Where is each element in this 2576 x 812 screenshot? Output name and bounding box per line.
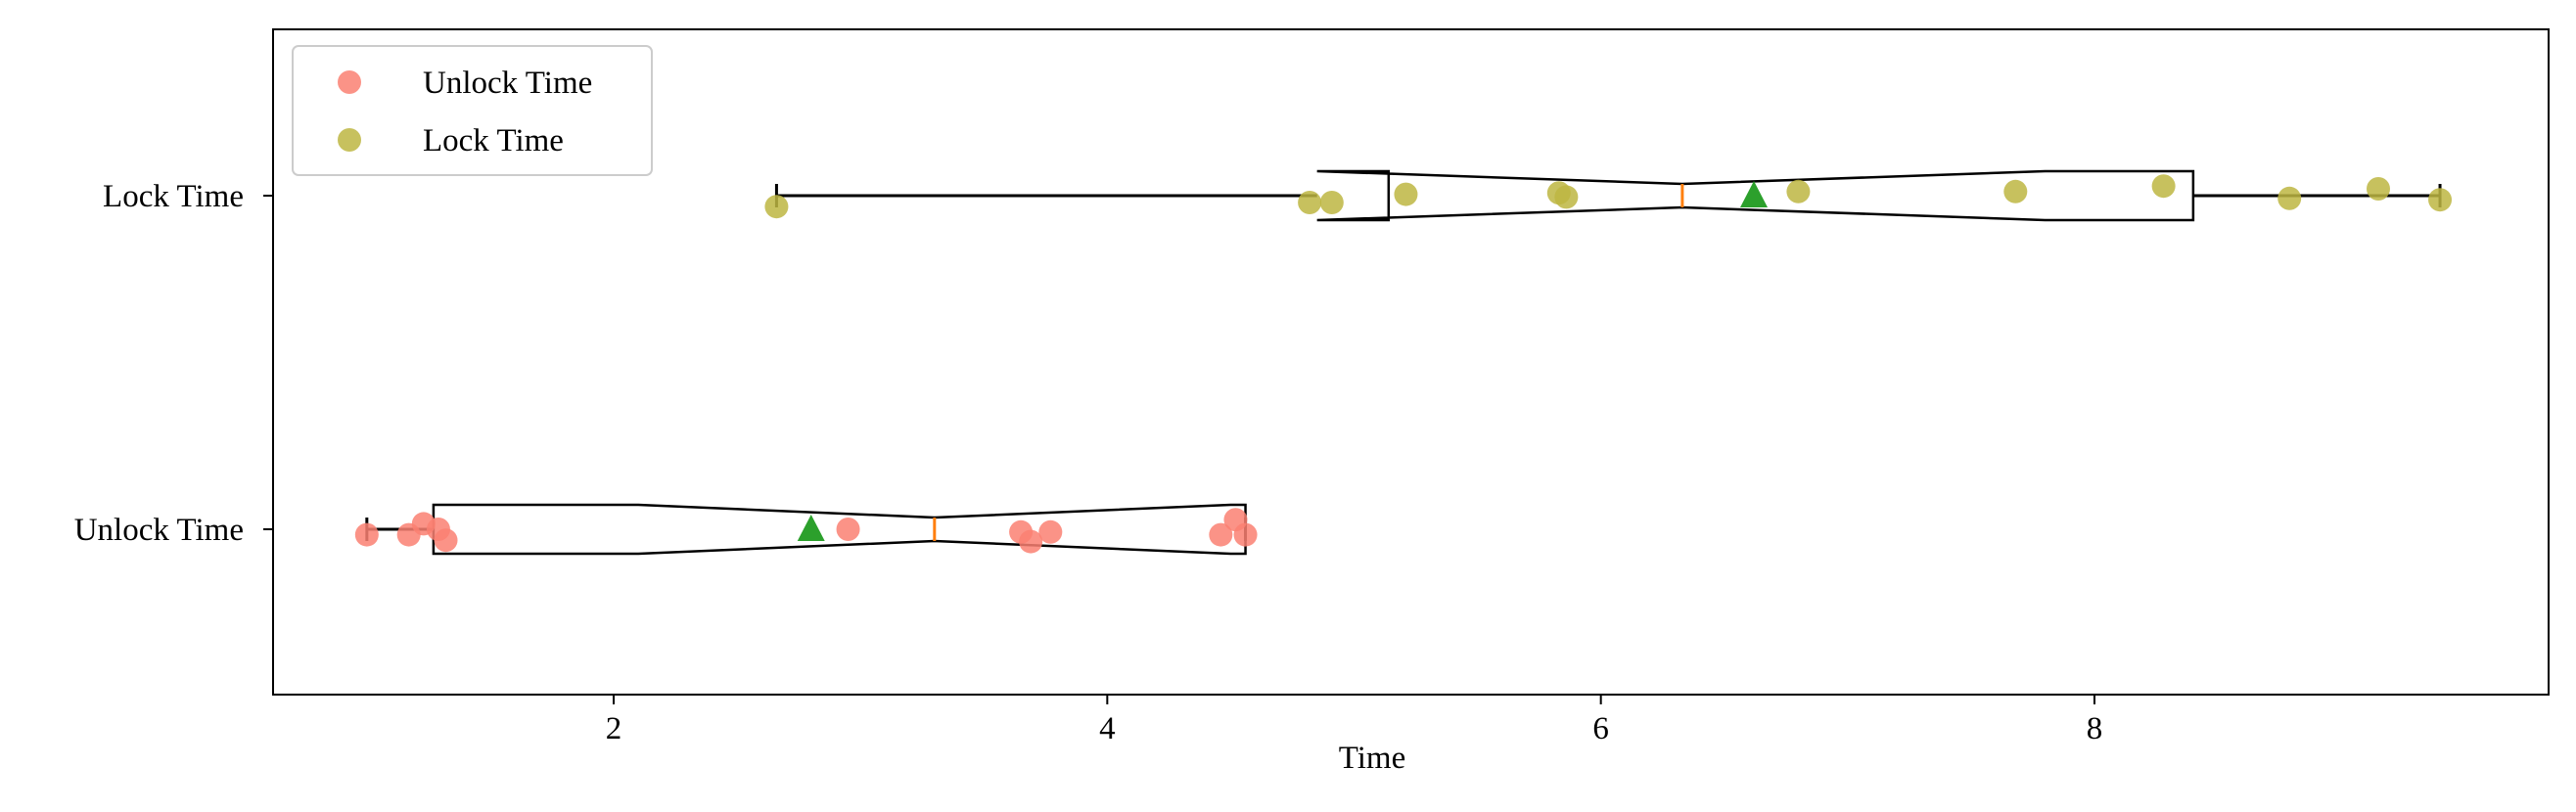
points-unlock-time: [354, 508, 1258, 554]
data-point: [354, 522, 379, 547]
y-tick-label: Lock Time: [103, 179, 244, 214]
boxplot-unlock-time: [365, 503, 1248, 556]
legend-marker: [338, 70, 361, 94]
points-lock-time: [764, 174, 2453, 219]
x-tick-label: 2: [606, 711, 622, 746]
data-point: [1038, 519, 1063, 544]
mean-marker: [1740, 181, 1769, 207]
legend: Unlock Time Lock Time: [292, 45, 653, 176]
axes-layer: 2 4 6 8 Unlock Time Lock Time Time: [74, 28, 2550, 776]
x-tick-label: 6: [1592, 711, 1609, 746]
data-point: [1298, 191, 1322, 214]
data-point: [836, 518, 860, 541]
legend-label: Lock Time: [423, 123, 564, 158]
x-tick-label: 4: [1099, 711, 1116, 746]
data-point: [1209, 522, 1233, 547]
data-point: [2003, 179, 2028, 203]
y-tick-label: Unlock Time: [74, 513, 244, 548]
data-point: [764, 195, 789, 219]
data-point: [1786, 179, 1811, 203]
data-point: [1019, 529, 1043, 554]
points-layer: [354, 174, 2453, 554]
data-point: [2151, 174, 2176, 199]
data-point: [434, 528, 458, 553]
data-point: [2428, 188, 2453, 212]
data-point: [1394, 182, 1418, 206]
notched-box: [432, 503, 1247, 556]
notched-box: [1316, 169, 2195, 222]
data-point: [1554, 185, 1579, 209]
legend-label: Unlock Time: [423, 66, 592, 101]
mean-marker: [797, 515, 825, 541]
data-point: [1233, 522, 1258, 547]
data-point: [2277, 186, 2302, 210]
boxplot-lock-time: [774, 169, 2442, 222]
x-axis-label: Time: [1339, 741, 1405, 776]
x-tick-label: 8: [2087, 711, 2103, 746]
plot-layer: [365, 169, 2442, 556]
data-point: [2367, 177, 2391, 201]
data-point: [1319, 191, 1344, 214]
axes-frame: [272, 28, 2550, 696]
legend-frame: [292, 45, 653, 176]
legend-marker: [338, 128, 361, 152]
